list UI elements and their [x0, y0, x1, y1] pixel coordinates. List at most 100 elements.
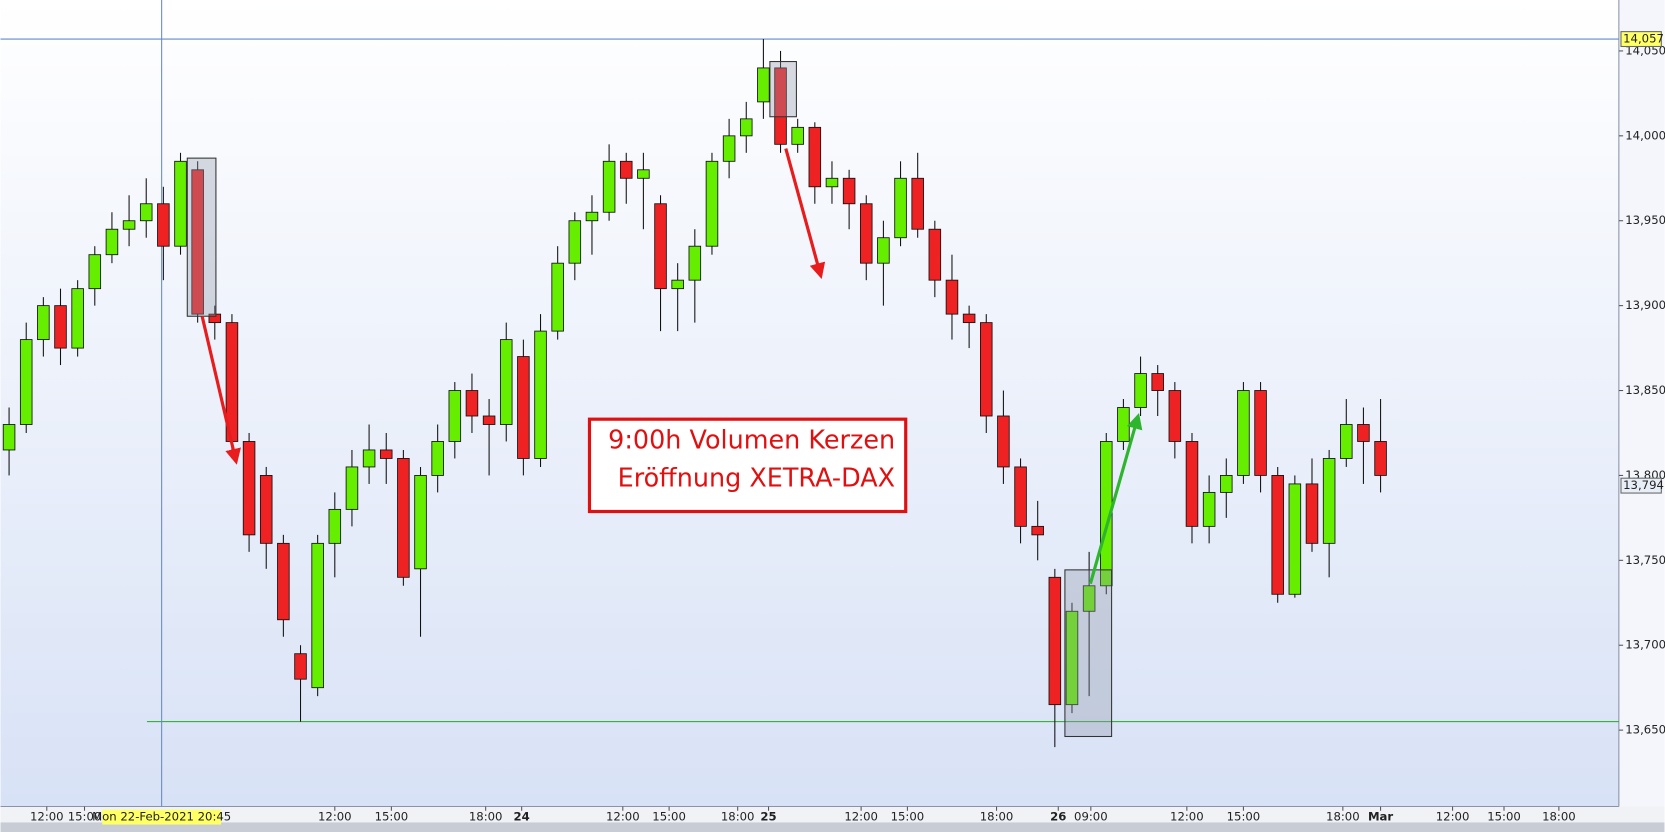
candle-body	[1151, 373, 1164, 391]
candle-body	[568, 220, 582, 264]
arrow	[1088, 412, 1143, 585]
candle-body	[259, 475, 273, 544]
y-tick-label: 14,000	[1625, 128, 1665, 142]
y-tick-label: 13,700	[1625, 638, 1665, 652]
price-label-box	[1620, 31, 1662, 48]
candle-body	[671, 279, 684, 290]
candle-body	[1014, 466, 1027, 527]
candle-body	[722, 135, 736, 162]
price-label-box	[1620, 477, 1662, 494]
candle-body	[1340, 424, 1353, 459]
candle-body	[482, 415, 496, 425]
candle-body	[894, 177, 907, 239]
candle-body	[122, 220, 136, 230]
candle-body	[414, 475, 427, 570]
y-tick-label: 13,750	[1625, 553, 1665, 567]
candle-body	[859, 203, 873, 264]
highlight-box	[186, 157, 217, 317]
candle-body	[362, 449, 376, 468]
candle-body	[602, 160, 616, 213]
candle-body	[1134, 373, 1147, 408]
candle-body	[105, 228, 119, 256]
price-label: 13,794	[1623, 478, 1664, 492]
candle-body	[997, 415, 1010, 468]
candle-body	[962, 313, 976, 324]
x-tick-label: 15:00	[652, 810, 686, 824]
candle-body	[757, 67, 770, 103]
candle-body	[928, 228, 942, 281]
candle-body	[1082, 585, 1096, 612]
annotation: Eröffnung XETRA-DAX	[618, 464, 896, 494]
y-tick-label: 13,650	[1625, 723, 1665, 737]
candle-body	[379, 449, 393, 459]
candle-body	[585, 211, 599, 222]
candle-body	[242, 441, 256, 536]
x-tick-label: 26	[1050, 810, 1066, 824]
candle-body	[877, 237, 890, 264]
x-tick-label: 15:00	[1487, 810, 1521, 824]
toolbar	[0, 822, 1665, 832]
time-label-box	[102, 809, 222, 825]
price-label: 14,057	[1623, 32, 1664, 46]
x-tick-label: 18:00	[1542, 810, 1576, 824]
candle-body	[328, 508, 342, 544]
candle-body	[1220, 475, 1233, 493]
y-tick-label: 13,850	[1625, 383, 1665, 397]
candle-body	[1202, 491, 1216, 527]
x-tick-label: 18:00	[721, 810, 755, 824]
candle-body	[774, 67, 787, 145]
candle-body	[1065, 610, 1079, 706]
x-tick-label: 15:00	[891, 810, 925, 824]
candle-body	[499, 339, 513, 425]
candle-body	[534, 330, 547, 459]
x-tick-label: 18:00	[469, 810, 503, 824]
x-tick-label: 15:00	[1227, 810, 1261, 824]
candle-body	[808, 126, 822, 188]
candle-body	[157, 203, 170, 247]
candle-body	[1168, 390, 1182, 442]
time-label: Mon 22-Feb-2021 20:45	[92, 810, 231, 824]
candle-body	[980, 322, 993, 417]
x-tick-label: 12:00	[844, 810, 878, 824]
x-tick-label: 18:00	[1326, 810, 1360, 824]
candle-body	[1288, 483, 1302, 595]
candle-body	[1322, 458, 1336, 544]
candle-body	[1305, 483, 1319, 544]
time-axis	[0, 806, 1665, 823]
candle-body	[448, 390, 462, 442]
x-tick-label: 09:00	[1074, 810, 1108, 824]
candle-body	[208, 313, 222, 324]
candle-body	[517, 356, 530, 459]
candle-body	[688, 245, 702, 281]
y-tick-label: 13,950	[1625, 213, 1665, 227]
x-tick-label: 24	[514, 810, 530, 824]
candle-body	[1271, 475, 1284, 595]
candle-body	[551, 262, 564, 332]
x-tick-label: 25	[760, 810, 776, 824]
x-tick-label: 15:00	[68, 810, 102, 824]
candle-body	[1254, 390, 1267, 476]
annotation-box	[587, 417, 908, 514]
price-axis	[1618, 0, 1665, 807]
candle-body	[1357, 424, 1370, 442]
x-tick-label: 12:00	[318, 810, 352, 824]
candle-body	[1117, 407, 1130, 442]
candle-body	[174, 160, 187, 247]
arrow	[200, 315, 241, 465]
candle-body	[1100, 441, 1113, 587]
candle-body	[311, 542, 324, 689]
x-tick-label: Mar	[1368, 810, 1393, 824]
candle-body	[825, 177, 839, 188]
x-tick-label: 12:00	[1436, 810, 1470, 824]
candle-body	[1374, 441, 1387, 476]
candle-body	[345, 466, 359, 510]
arrow	[784, 148, 826, 279]
candle-body	[1185, 441, 1199, 527]
candle-body	[54, 305, 67, 349]
candle-body	[619, 160, 633, 179]
highlight-box	[769, 61, 797, 118]
candle-body	[191, 169, 204, 315]
candle-body	[637, 169, 650, 179]
candle-body	[465, 390, 479, 417]
